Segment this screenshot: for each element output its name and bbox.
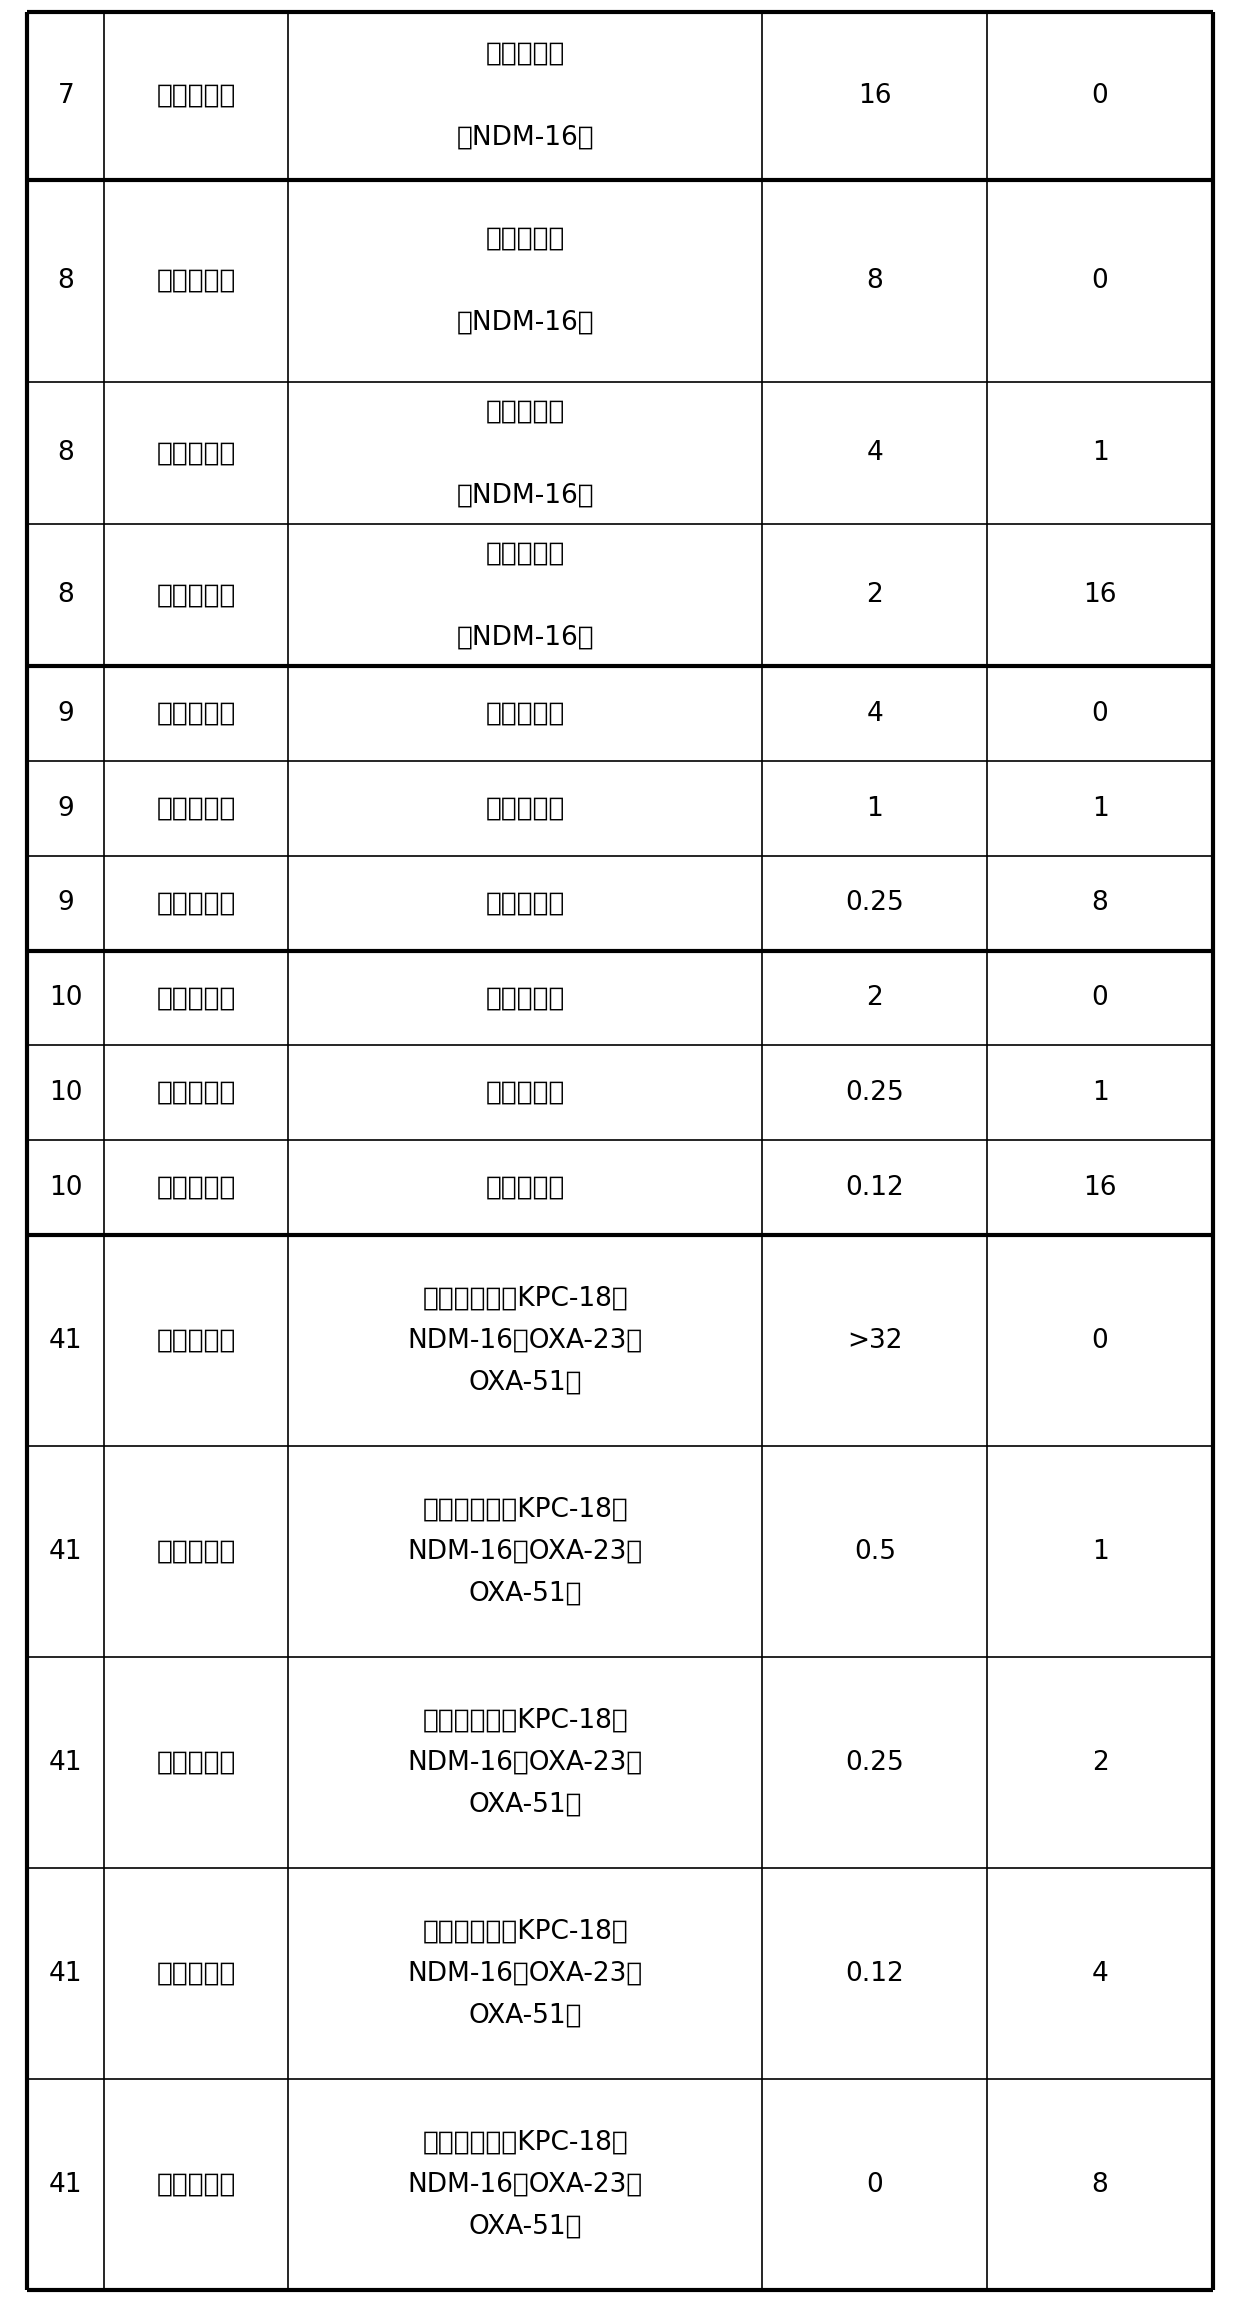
Text: 8: 8: [57, 267, 74, 295]
Text: 大肠埃希菌: 大肠埃希菌: [156, 985, 236, 1011]
Text: 临床分离株: 临床分离株: [486, 985, 565, 1011]
Text: 临床分离株（KPC-18；
NDM-16；OXA-23；
OXA-51）: 临床分离株（KPC-18； NDM-16；OXA-23； OXA-51）: [408, 1708, 642, 1819]
Text: 大肠埃希菌: 大肠埃希菌: [156, 891, 236, 916]
Text: 0.12: 0.12: [846, 1961, 904, 1987]
Text: 大肠埃希菌: 大肠埃希菌: [156, 1961, 236, 1987]
Text: 0.5: 0.5: [854, 1538, 895, 1565]
Text: 2: 2: [1091, 1750, 1109, 1775]
Text: 大肠埃希菌: 大肠埃希菌: [156, 1080, 236, 1105]
Text: 10: 10: [50, 985, 83, 1011]
Text: 0.25: 0.25: [846, 891, 904, 916]
Text: 10: 10: [50, 1174, 83, 1202]
Text: 大肠埃希菌: 大肠埃希菌: [156, 440, 236, 465]
Text: 0.25: 0.25: [846, 1750, 904, 1775]
Text: 临床分离株

（NDM-16）: 临床分离株 （NDM-16）: [456, 41, 594, 150]
Text: 8: 8: [1091, 891, 1109, 916]
Text: 临床分离株: 临床分离株: [486, 1174, 565, 1202]
Text: 10: 10: [50, 1080, 83, 1105]
Text: 临床分离株: 临床分离株: [486, 796, 565, 822]
Text: 8: 8: [867, 267, 883, 295]
Text: 4: 4: [867, 440, 883, 465]
Text: 大肠埃希菌: 大肠埃希菌: [156, 267, 236, 295]
Text: 8: 8: [57, 440, 74, 465]
Text: 大肠埃希菌: 大肠埃希菌: [156, 2173, 236, 2198]
Text: 9: 9: [57, 700, 74, 727]
Text: 大肠埃希菌: 大肠埃希菌: [156, 1328, 236, 1354]
Text: 临床分离株

（NDM-16）: 临床分离株 （NDM-16）: [456, 398, 594, 509]
Text: 0: 0: [1091, 1328, 1109, 1354]
Text: >32: >32: [847, 1328, 903, 1354]
Text: 临床分离株: 临床分离株: [486, 700, 565, 727]
Text: 0: 0: [1091, 985, 1109, 1011]
Text: 大肠埃希菌: 大肠埃希菌: [156, 796, 236, 822]
Text: 临床分离株: 临床分离株: [486, 1080, 565, 1105]
Text: 2: 2: [867, 582, 883, 608]
Text: 1: 1: [867, 796, 883, 822]
Text: 1: 1: [1091, 440, 1109, 465]
Text: 8: 8: [1091, 2173, 1109, 2198]
Text: 4: 4: [1091, 1961, 1109, 1987]
Text: 临床分离株

（NDM-16）: 临床分离株 （NDM-16）: [456, 541, 594, 649]
Text: 0.12: 0.12: [846, 1174, 904, 1202]
Text: 1: 1: [1091, 796, 1109, 822]
Text: 4: 4: [867, 700, 883, 727]
Text: 9: 9: [57, 796, 74, 822]
Text: 大肠埃希菌: 大肠埃希菌: [156, 582, 236, 608]
Text: 41: 41: [50, 1538, 83, 1565]
Text: 9: 9: [57, 891, 74, 916]
Text: 16: 16: [1084, 1174, 1117, 1202]
Text: 临床分离株（KPC-18；
NDM-16；OXA-23；
OXA-51）: 临床分离株（KPC-18； NDM-16；OXA-23； OXA-51）: [408, 1920, 642, 2028]
Text: 大肠埃希菌: 大肠埃希菌: [156, 1538, 236, 1565]
Text: 41: 41: [50, 2173, 83, 2198]
Text: 临床分离株（KPC-18；
NDM-16；OXA-23；
OXA-51）: 临床分离株（KPC-18； NDM-16；OXA-23； OXA-51）: [408, 1496, 642, 1607]
Text: 1: 1: [1091, 1538, 1109, 1565]
Text: 临床分离株（KPC-18；
NDM-16；OXA-23；
OXA-51）: 临床分离株（KPC-18； NDM-16；OXA-23； OXA-51）: [408, 2129, 642, 2240]
Text: 2: 2: [867, 985, 883, 1011]
Text: 8: 8: [57, 582, 74, 608]
Text: 0: 0: [1091, 700, 1109, 727]
Text: 大肠埃希菌: 大肠埃希菌: [156, 1750, 236, 1775]
Text: 1: 1: [1091, 1080, 1109, 1105]
Text: 大肠埃希菌: 大肠埃希菌: [156, 1174, 236, 1202]
Text: 临床分离株: 临床分离株: [486, 891, 565, 916]
Text: 16: 16: [1084, 582, 1117, 608]
Text: 16: 16: [858, 83, 892, 108]
Text: 0.25: 0.25: [846, 1080, 904, 1105]
Text: 临床分离株

（NDM-16）: 临床分离株 （NDM-16）: [456, 226, 594, 336]
Text: 大肠埃希菌: 大肠埃希菌: [156, 83, 236, 108]
Text: 41: 41: [50, 1961, 83, 1987]
Text: 7: 7: [57, 83, 74, 108]
Text: 0: 0: [1091, 267, 1109, 295]
Text: 临床分离株（KPC-18；
NDM-16；OXA-23；
OXA-51）: 临床分离株（KPC-18； NDM-16；OXA-23； OXA-51）: [408, 1285, 642, 1395]
Text: 0: 0: [1091, 83, 1109, 108]
Text: 0: 0: [867, 2173, 883, 2198]
Text: 41: 41: [50, 1328, 83, 1354]
Text: 41: 41: [50, 1750, 83, 1775]
Text: 大肠埃希菌: 大肠埃希菌: [156, 700, 236, 727]
